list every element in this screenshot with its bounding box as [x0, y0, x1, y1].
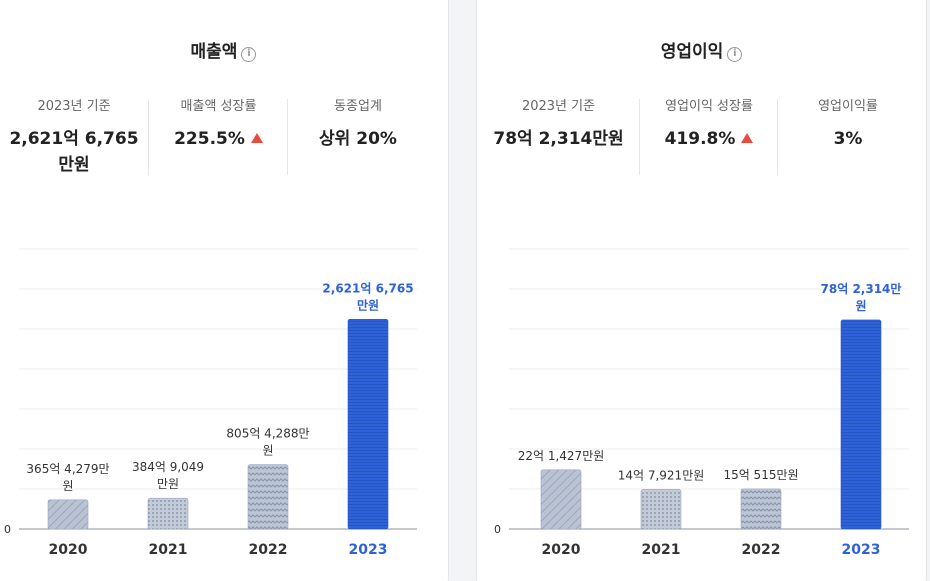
- x-tick-label: 2021: [149, 542, 188, 558]
- data-label: 22억 1,427만원: [518, 449, 605, 463]
- profit-stats: 2023년 기준 78억 2,314만원 영업이익 성장률 419.8% 영업이…: [477, 99, 926, 177]
- bar[interactable]: [540, 469, 582, 530]
- arrow-up-icon: [741, 133, 754, 143]
- x-tick-label: 2022: [742, 542, 781, 558]
- stat-value: 419.8%: [640, 126, 778, 152]
- x-tick-label: 2020: [542, 542, 581, 558]
- revenue-title-text: 매출액: [190, 42, 238, 62]
- grid-lines: [19, 248, 417, 490]
- stat-value: 78억 2,314만원: [493, 129, 624, 149]
- bar[interactable]: [147, 497, 189, 530]
- bar[interactable]: [640, 489, 682, 530]
- revenue-stat-industry: 동종업계 상위 20%: [288, 99, 428, 175]
- profit-card: 영업이익 i 2023년 기준 78억 2,314만원 영업이익 성장률 419.…: [476, 0, 927, 581]
- stat-label: 2023년 기준: [521, 99, 596, 114]
- profit-stat-margin: 영업이익률 3%: [778, 99, 918, 175]
- bar[interactable]: [740, 488, 782, 530]
- profit-bar-chart: 0 22억 1,427만원 2020 14억 7,921만원 2021 15억 515만원…: [494, 248, 909, 558]
- arrow-up-icon: [250, 133, 263, 143]
- x-tick-label: 2020: [49, 542, 88, 558]
- data-label: 15억 515만원: [723, 468, 798, 482]
- stat-label: 동종업계: [334, 99, 382, 114]
- stat-value: 225.5%: [149, 126, 288, 152]
- data-label: 805억 4,288만: [226, 427, 309, 441]
- info-icon[interactable]: i: [241, 47, 257, 62]
- bar[interactable]: [47, 499, 89, 530]
- x-tick-label: 2021: [642, 542, 681, 558]
- profit-stat-growth: 영업이익 성장률 419.8%: [640, 99, 778, 175]
- data-label: 365억 4,279만: [26, 462, 109, 476]
- x-tick-label: 2022: [249, 542, 288, 558]
- profit-title-text: 영업이익: [660, 42, 724, 62]
- revenue-stat-base: 2023년 기준 2,621억 6,765 만원: [0, 99, 149, 175]
- stat-label: 영업이익 성장률: [665, 99, 753, 114]
- stat-value-text: 225.5%: [174, 129, 245, 149]
- data-label: 원: [62, 479, 73, 493]
- data-label: 14억 7,921만원: [618, 468, 705, 482]
- x-tick-label: 2023: [842, 542, 881, 558]
- stat-value: 상위 20%: [319, 129, 397, 149]
- revenue-title: 매출액 i: [0, 37, 448, 62]
- bar[interactable]: [840, 319, 882, 530]
- stat-value: 2,621억 6,765 만원: [0, 126, 149, 178]
- info-icon[interactable]: i: [727, 47, 743, 62]
- y-tick-label: 0: [4, 523, 11, 536]
- x-tick-label: 2023: [349, 542, 388, 558]
- data-label: 78억 2,314만: [821, 281, 902, 296]
- data-label: 원: [262, 444, 273, 458]
- revenue-stat-growth: 매출액 성장률 225.5%: [149, 99, 288, 175]
- revenue-stats: 2023년 기준 2,621억 6,765 만원 매출액 성장률 225.5% …: [0, 99, 448, 177]
- profit-title: 영업이익 i: [477, 37, 926, 62]
- stat-label: 2023년 기준: [37, 99, 111, 114]
- stat-value-line1: 2,621억 6,765: [9, 129, 139, 149]
- data-label: 만원: [157, 477, 179, 491]
- data-label: 원: [855, 299, 866, 313]
- stat-label: 매출액 성장률: [180, 99, 257, 114]
- data-label: 384억 9,049: [132, 460, 204, 474]
- bar[interactable]: [247, 464, 289, 530]
- stat-value-text: 419.8%: [664, 129, 736, 149]
- data-label: 만원: [357, 297, 379, 312]
- bar[interactable]: [347, 318, 389, 530]
- stat-value: 3%: [833, 129, 863, 149]
- revenue-card: 매출액 i 2023년 기준 2,621억 6,765 만원 매출액 성장률 22…: [0, 0, 449, 581]
- profit-stat-base: 2023년 기준 78억 2,314만원: [477, 99, 640, 175]
- stat-label: 영업이익률: [818, 99, 878, 114]
- data-label: 2,621억 6,765: [322, 281, 413, 295]
- y-tick-label: 0: [494, 523, 501, 536]
- stat-value-line2: 만원: [58, 155, 90, 175]
